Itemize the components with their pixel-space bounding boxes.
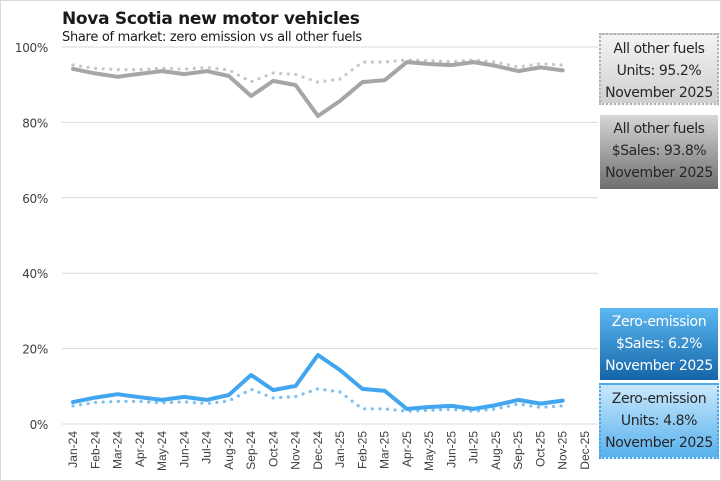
series-lines (71, 58, 565, 413)
annotation-line: November 2025 (605, 358, 713, 374)
annotation-sales-zero-emission: Zero-emission $Sales: 6.2% November 2025 (600, 308, 718, 380)
chart-subtitle: Share of market: zero emission vs all ot… (62, 30, 362, 45)
gridlines (62, 46, 598, 425)
x-tick-label: Oct-24 (266, 431, 280, 467)
x-tick-label: Mar-24 (111, 431, 125, 469)
x-tick-label: Jan-24 (66, 431, 80, 468)
x-tick-label: May-24 (155, 431, 169, 471)
x-tick-label: Jun-24 (177, 431, 191, 468)
annotation-line: Zero-emission (611, 391, 707, 407)
x-tick-label: May-25 (422, 431, 436, 471)
annotation-line: November 2025 (605, 85, 713, 101)
y-tick-label: 40% (22, 267, 48, 281)
y-tick-label: 100% (15, 41, 48, 55)
x-tick-label: Dec-25 (578, 431, 592, 470)
annotation-line: Zero-emission (611, 314, 707, 330)
x-tick-label: Aug-25 (489, 431, 503, 470)
annotation-line: November 2025 (605, 435, 713, 451)
x-tick-label: Mar-25 (378, 431, 392, 469)
annotation-sales-other: All other fuels $Sales: 93.8% November 2… (600, 115, 718, 189)
annotation-line: All other fuels (613, 41, 705, 57)
x-tick-label: Feb-24 (88, 431, 102, 469)
annotation-line: Units: 95.2% (616, 63, 702, 79)
x-axis-ticks: Jan-24 Feb-24 Mar-24 Apr-24 May-24 Jun-24 Jul-… (66, 431, 592, 471)
x-tick-label: Apr-24 (133, 431, 147, 467)
annotation-line: All other fuels (613, 121, 705, 137)
x-tick-label: Jun-25 (444, 431, 458, 468)
chart-title: Nova Scotia new motor vehicles (62, 9, 360, 29)
x-tick-label: Dec-24 (311, 431, 325, 470)
series-line-all-other-fuels-sales (71, 60, 565, 118)
y-tick-label: 80% (22, 116, 48, 130)
x-tick-label: Nov-25 (556, 431, 570, 470)
annotation-line: November 2025 (605, 165, 713, 181)
y-tick-label: 0% (30, 418, 48, 432)
annotation-line: $Sales: 93.8% (611, 143, 707, 159)
series-line-zero-emission-sales (71, 353, 565, 411)
y-tick-label: 60% (22, 192, 48, 206)
x-tick-label: Jan-25 (333, 431, 347, 468)
annotation-units-other: All other fuels Units: 95.2% November 20… (599, 33, 719, 105)
x-tick-label: Feb-25 (355, 431, 369, 469)
annotation-units-zero-emission: Zero-emission Units: 4.8% November 2025 (599, 383, 719, 459)
x-tick-label: Apr-25 (400, 431, 414, 467)
y-tick-label: 20% (22, 343, 48, 357)
y-axis-ticks: 0% 20% 40% 60% 80% 100% (15, 41, 48, 432)
x-tick-label: Aug-24 (222, 431, 236, 470)
x-tick-label: Oct-25 (533, 431, 547, 467)
series-line-all-other-fuels-units (71, 58, 565, 84)
annotation-line: Units: 4.8% (620, 413, 698, 429)
x-tick-label: Jul-25 (467, 431, 481, 464)
x-tick-label: Sep-24 (244, 431, 258, 470)
x-tick-label: Jul-24 (200, 431, 214, 464)
series-line-zero-emission-units (71, 387, 565, 413)
x-tick-label: Sep-25 (511, 431, 525, 470)
annotation-line: $Sales: 6.2% (615, 336, 703, 352)
x-tick-label: Nov-24 (289, 431, 303, 470)
